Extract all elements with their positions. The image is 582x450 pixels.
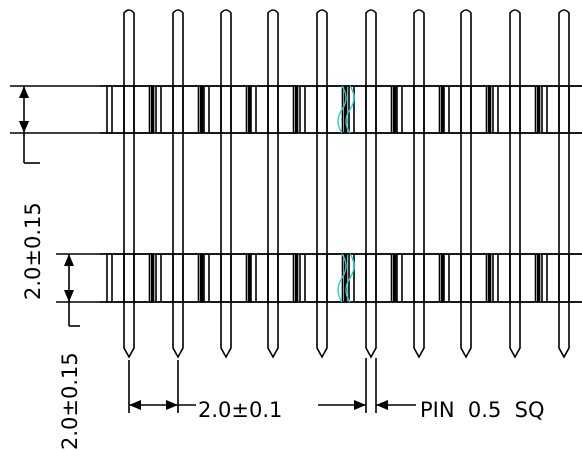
pin (172, 9, 184, 359)
arrowhead (64, 254, 74, 266)
body-segment (541, 85, 582, 134)
pin (509, 9, 521, 359)
body-segment (299, 85, 348, 134)
body-segment (396, 85, 445, 134)
body-segment (443, 253, 492, 303)
pin (460, 9, 472, 359)
arrowhead (64, 290, 74, 302)
arrowhead (129, 400, 141, 410)
body-segment (348, 85, 397, 134)
body-segment (155, 85, 204, 134)
plastic-bodies-layer (100, 85, 582, 303)
pin-pitch-label: 2.0±0.1 (198, 398, 282, 422)
pin (316, 9, 328, 359)
body-segment (443, 85, 492, 134)
arrowhead (19, 121, 29, 133)
break-mark (345, 253, 355, 303)
body-segment (299, 253, 348, 303)
break-mark (337, 253, 347, 303)
pin (123, 9, 135, 359)
body-segment (541, 253, 582, 303)
body-segment (203, 85, 252, 134)
body-segment (492, 85, 541, 134)
row-height-label: 2.0±0.15 (21, 202, 45, 300)
body-segment (492, 253, 541, 303)
pin (413, 9, 425, 359)
pin (267, 9, 279, 359)
arrowhead (19, 86, 29, 98)
pins-layer (123, 9, 570, 359)
body-segment (396, 253, 445, 303)
break-mark (337, 85, 347, 134)
lower-header-row (100, 253, 582, 303)
body-segment (106, 85, 155, 134)
pin (365, 9, 377, 359)
body-segment (155, 253, 204, 303)
upper-header-row (100, 85, 582, 134)
pin-size-label: PIN 0.5 SQ (420, 398, 545, 422)
arrowhead (354, 400, 366, 410)
break-mark (345, 85, 355, 134)
arrowhead (376, 400, 388, 410)
dimension-lines-layer (10, 85, 416, 413)
row-pitch-label: 2.0±0.15 (58, 352, 82, 450)
body-segment (106, 253, 155, 303)
arrowhead (166, 400, 178, 410)
body-segment (348, 253, 397, 303)
body-segment (250, 253, 299, 303)
body-segment (203, 253, 252, 303)
break-marks-layer (337, 85, 355, 303)
pin (220, 9, 232, 359)
pin (558, 9, 570, 359)
body-segment (250, 85, 299, 134)
